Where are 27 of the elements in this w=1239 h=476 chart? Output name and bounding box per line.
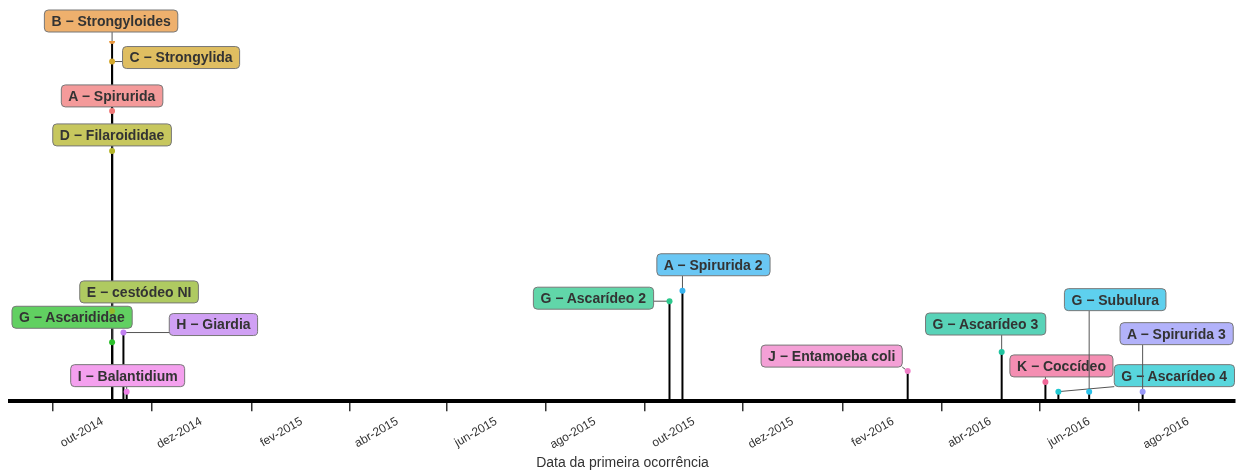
annotation: B − Strongyloides — [51, 12, 171, 29]
point — [1055, 388, 1062, 395]
annotation: C − Strongylida — [129, 49, 233, 66]
annotation: A − Spirurida 3 — [1127, 325, 1226, 342]
annotation: G − Ascarídeo 2 — [540, 290, 647, 307]
point — [679, 287, 686, 294]
annotation: A − Spirurida 2 — [663, 256, 763, 273]
point — [109, 107, 116, 114]
annotation: A − Spirurida — [68, 87, 156, 104]
annotation: I − Balantidium — [77, 367, 178, 384]
point — [998, 349, 1005, 355]
annotation: K − Coccídeo — [1016, 357, 1106, 374]
point — [666, 298, 673, 305]
annotation: E − cestódeo NI — [86, 283, 192, 300]
annotation: G − Ascarídeo 4 — [1121, 367, 1228, 384]
annotation: G − Subulura — [1071, 291, 1160, 308]
point — [120, 329, 127, 336]
annotation: H − Giardia — [176, 316, 251, 333]
point — [1086, 388, 1093, 395]
point — [109, 58, 116, 65]
annotation: J − Entamoeba coli — [768, 347, 896, 364]
point — [109, 339, 116, 346]
point — [1139, 388, 1146, 395]
annotation: G − Ascarididae — [18, 309, 125, 326]
annotation: D − Filaroididae — [59, 126, 165, 143]
x-axis-title: Data da primeira ocorrência — [536, 454, 710, 471]
annotation: G − Ascarídeo 3 — [932, 315, 1039, 332]
